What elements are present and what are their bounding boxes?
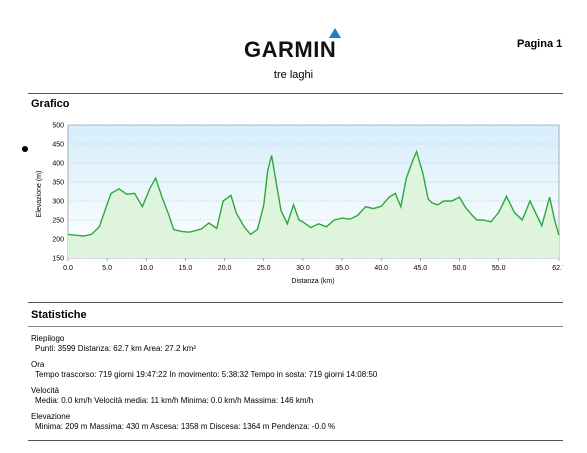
x-tick-label: 10.0 (139, 265, 153, 272)
x-tick-label: 30.0 (296, 265, 310, 272)
x-axis-label: Distanza (km) (291, 278, 334, 285)
x-tick-label: 0.0 (63, 265, 73, 272)
y-tick-label: 350 (52, 180, 64, 187)
summary-text: Punti: 3599 Distanza: 62.7 km Area: 27.2… (35, 344, 196, 353)
x-tick-label: 45.0 (414, 265, 428, 272)
elevation-line (67, 149, 560, 237)
stats-time: Ora Tempo trascorso: 719 giorni 19:47:22… (31, 360, 377, 380)
elevation-label: Elevazione (31, 412, 71, 421)
x-tick-label: 55.0 (492, 265, 506, 272)
statistics-block: Riepilogo Punti: 3599 Distanza: 62.7 km … (31, 334, 377, 438)
y-tick-label: 150 (52, 256, 64, 263)
divider-middle (28, 302, 563, 303)
stats-speed: Velocità Media: 0.0 km/h Velocità media:… (31, 386, 377, 406)
divider-stats (28, 326, 563, 327)
x-tick-label: 15.0 (179, 265, 193, 272)
x-tick-label: 5.0 (102, 265, 112, 272)
bullet-icon (22, 146, 28, 152)
y-tick-label: 300 (52, 199, 64, 206)
y-tick-label: 200 (52, 237, 64, 244)
y-tick-label: 400 (52, 161, 64, 168)
x-tick-label: 20.0 (218, 265, 232, 272)
elevation-text: Minima: 209 m Massima: 430 m Ascesa: 135… (35, 422, 336, 431)
section-title-chart: Grafico (31, 98, 70, 110)
brand-name: GARMIN (244, 37, 337, 62)
speed-text: Media: 0.0 km/h Velocità media: 11 km/h … (35, 396, 314, 405)
page-number: Pagina 1 (517, 38, 563, 50)
time-text: Tempo trascorso: 719 giorni 19:47:22 In … (35, 370, 378, 379)
x-tick-label: 50.0 (453, 265, 467, 272)
report-subtitle: tre laghi (273, 69, 314, 81)
x-tick-label: 40.0 (374, 265, 388, 272)
elevation-area (68, 151, 559, 258)
y-tick-label: 500 (52, 123, 64, 130)
section-title-stats: Statistiche (31, 309, 87, 321)
x-tick-label: 62.7 (552, 265, 563, 272)
x-tick-label: 35.0 (335, 265, 349, 272)
divider-bottom (28, 440, 563, 441)
stats-elevation: Elevazione Minima: 209 m Massima: 430 m … (31, 412, 377, 432)
y-tick-label: 250 (52, 218, 64, 225)
logo-triangle-icon (329, 28, 341, 38)
summary-label: Riepilogo (31, 334, 65, 343)
time-label: Ora (31, 360, 45, 369)
y-tick-label: 450 (52, 142, 64, 149)
stats-summary: Riepilogo Punti: 3599 Distanza: 62.7 km … (31, 334, 377, 354)
garmin-logo: GARMIN (244, 28, 354, 64)
x-tick-label: 25.0 (257, 265, 271, 272)
elevation-chart: 500 450 400 350 300 250 200 150 0.0 5.0 10.0 15.0 2… (36, 123, 563, 286)
y-axis-label: Elevazione (m) (36, 171, 43, 218)
speed-label: Velocità (31, 386, 60, 395)
divider-top (28, 93, 563, 94)
